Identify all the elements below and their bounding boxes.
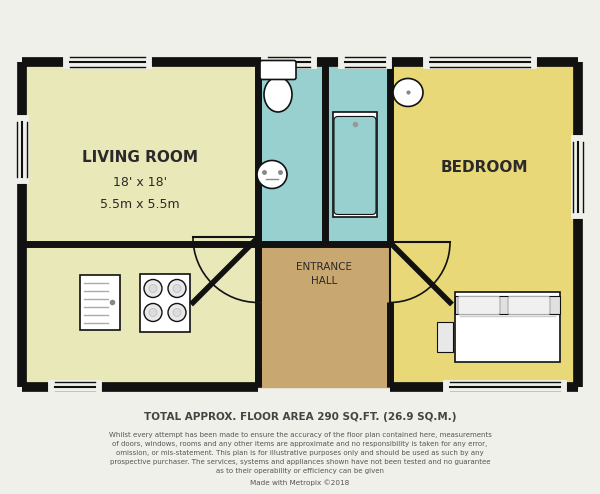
Text: LIVING ROOM: LIVING ROOM bbox=[82, 150, 198, 165]
Circle shape bbox=[144, 303, 162, 322]
Text: 5.5m x 5.5m: 5.5m x 5.5m bbox=[100, 198, 180, 211]
Bar bbox=[390, 62, 578, 387]
FancyBboxPatch shape bbox=[458, 296, 500, 315]
Bar bbox=[22, 245, 258, 387]
Circle shape bbox=[168, 303, 186, 322]
Circle shape bbox=[149, 308, 157, 317]
Bar bbox=[333, 113, 377, 217]
Text: Made with Metropix ©2018: Made with Metropix ©2018 bbox=[250, 480, 350, 487]
Circle shape bbox=[173, 308, 181, 317]
Bar bbox=[437, 323, 453, 353]
Ellipse shape bbox=[257, 161, 287, 189]
Ellipse shape bbox=[393, 79, 423, 107]
Bar bbox=[140, 275, 190, 332]
FancyBboxPatch shape bbox=[508, 296, 550, 315]
Text: 18' x 18': 18' x 18' bbox=[113, 176, 167, 189]
Bar bbox=[80, 276, 120, 330]
Circle shape bbox=[149, 285, 157, 292]
Circle shape bbox=[173, 285, 181, 292]
Text: Whilst every attempt has been made to ensure the accuracy of the floor plan cont: Whilst every attempt has been made to en… bbox=[109, 432, 491, 475]
Bar bbox=[455, 296, 560, 315]
FancyBboxPatch shape bbox=[334, 117, 376, 214]
Text: ENTRANCE
HALL: ENTRANCE HALL bbox=[296, 262, 352, 287]
Text: BEDROOM: BEDROOM bbox=[440, 160, 528, 175]
Circle shape bbox=[168, 280, 186, 297]
Bar bbox=[258, 245, 390, 387]
Ellipse shape bbox=[264, 77, 292, 112]
Circle shape bbox=[144, 280, 162, 297]
Text: TOTAL APPROX. FLOOR AREA 290 SQ.FT. (26.9 SQ.M.): TOTAL APPROX. FLOOR AREA 290 SQ.FT. (26.… bbox=[144, 412, 456, 422]
Bar bbox=[22, 62, 258, 245]
FancyBboxPatch shape bbox=[260, 60, 296, 80]
Bar bbox=[258, 62, 390, 245]
Bar bbox=[455, 292, 560, 363]
